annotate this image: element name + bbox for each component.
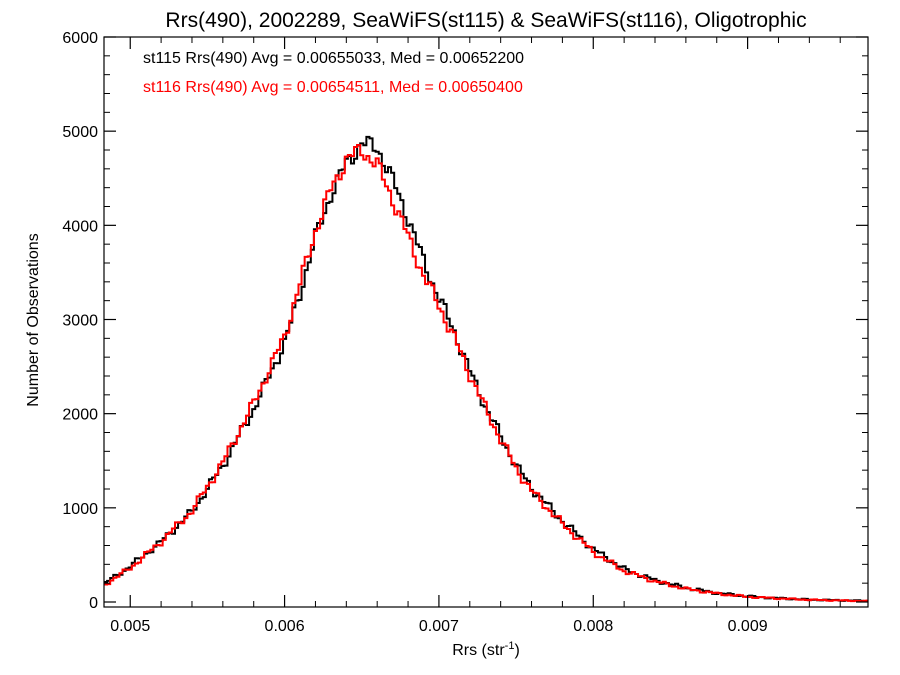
x-axis-label-base: Rrs (str: [452, 642, 505, 659]
legend-entry-st115: st115 Rrs(490) Avg = 0.00655033, Med = 0…: [143, 50, 524, 67]
y-tick-label: 0: [89, 595, 98, 612]
x-tick-label: 0.007: [419, 618, 459, 635]
y-tick-label: 2000: [62, 407, 98, 424]
y-tick-label: 1000: [62, 501, 98, 518]
x-tick-label: 0.006: [265, 618, 305, 635]
x-tick-label: 0.005: [110, 618, 150, 635]
chart-title: Rrs(490), 2002289, SeaWiFS(st115) & SeaW…: [165, 9, 806, 32]
y-tick-label: 6000: [62, 30, 98, 47]
legend-entry-st116: st116 Rrs(490) Avg = 0.00654511, Med = 0…: [143, 79, 523, 96]
x-tick-label: 0.008: [573, 618, 613, 635]
series-line-st116: [104, 144, 868, 603]
x-axis-label-close: ): [514, 642, 519, 659]
y-tick-label: 5000: [62, 124, 98, 141]
x-tick-label: 0.009: [728, 618, 768, 635]
y-tick-label: 4000: [62, 218, 98, 235]
plot-frame: [103, 36, 869, 608]
series-line-st115: [104, 135, 868, 603]
y-axis-label: Number of Observations: [25, 233, 42, 406]
series-layer: [104, 135, 868, 603]
x-axis-label: Rrs (str-1): [452, 640, 520, 659]
y-tick-label: 3000: [62, 313, 98, 330]
axes-layer: 0 1000 2000 3000 4000 5000 6000 0.005 0.006 0.007…: [62, 30, 869, 635]
x-axis-label-superscript: -1: [505, 640, 515, 652]
